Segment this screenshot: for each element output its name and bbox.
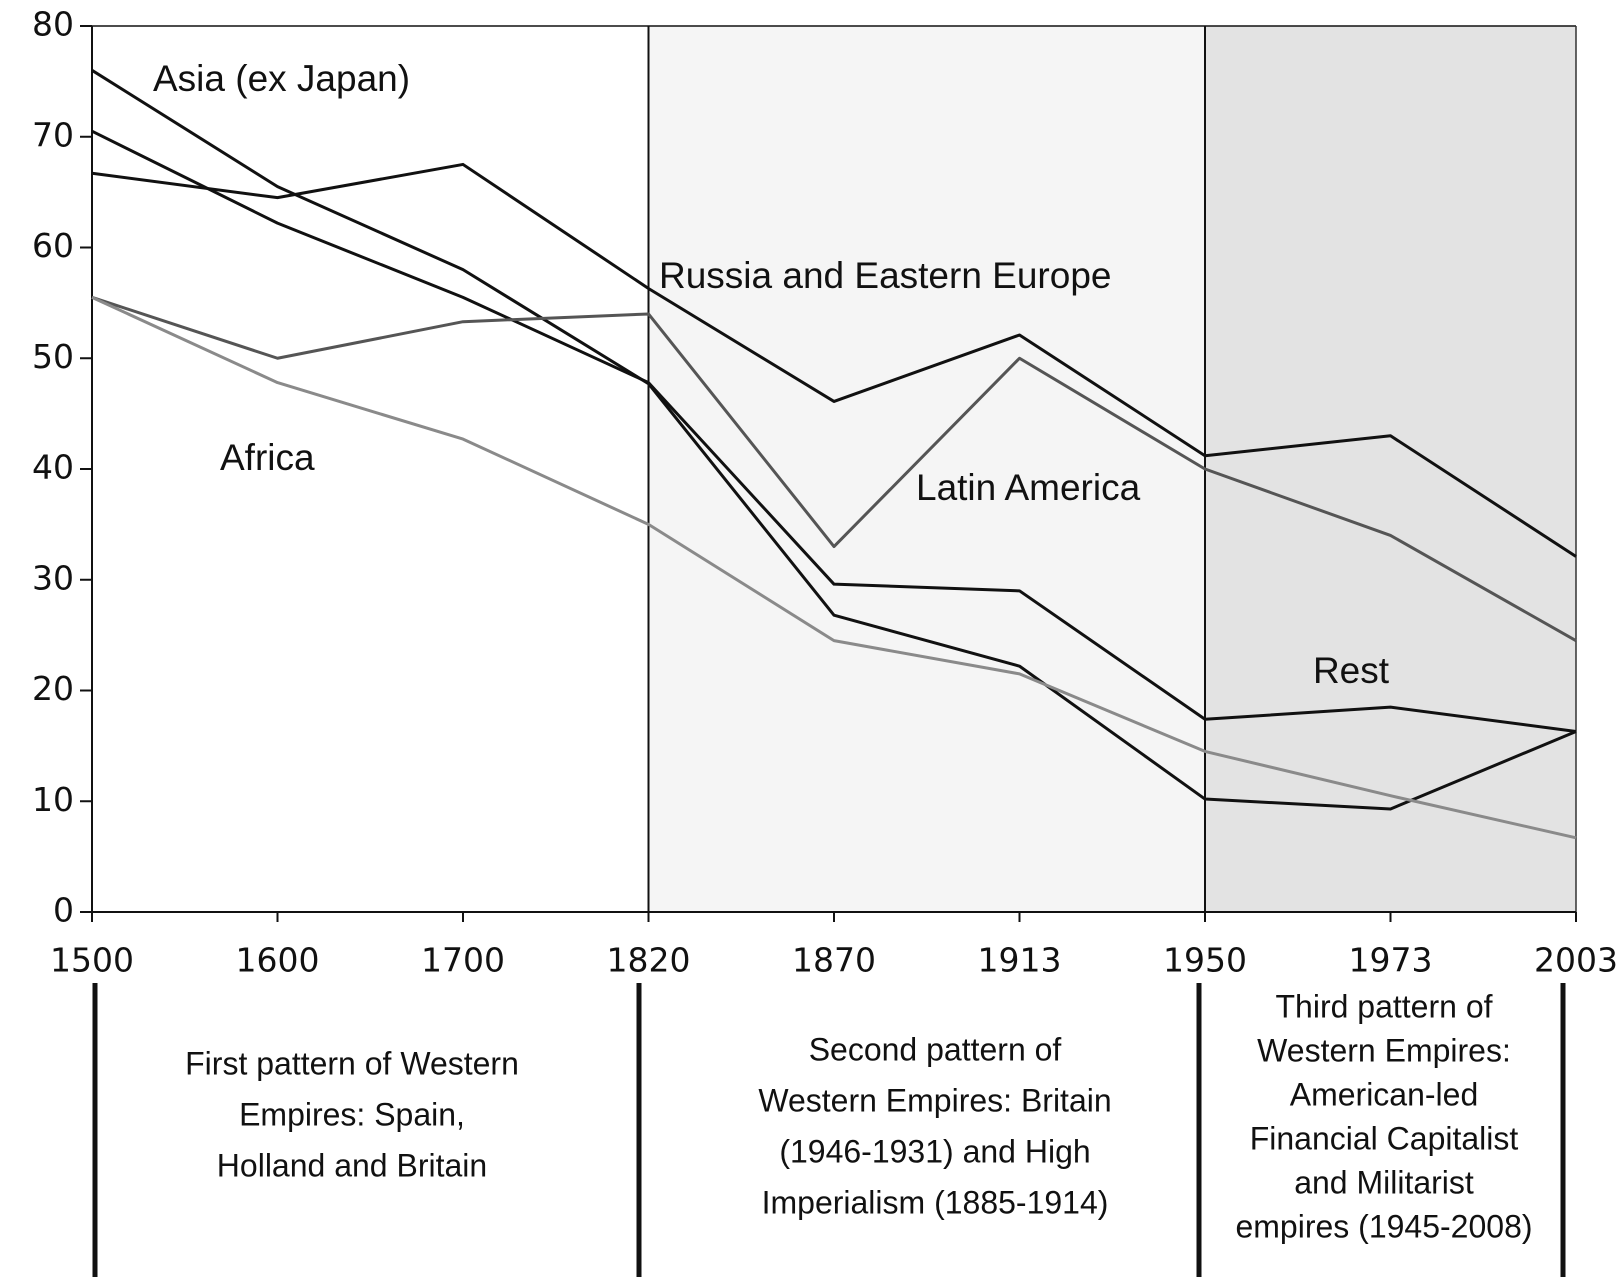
- x-tick-label: 1973: [1349, 941, 1433, 980]
- series-label: Rest: [1313, 650, 1390, 691]
- x-tick-label: 1820: [607, 941, 691, 980]
- period-text: (1946-1931) and High: [779, 1133, 1090, 1169]
- era-shade: [648, 26, 1205, 912]
- series-line: [91, 162, 1577, 558]
- y-tick-label: 50: [32, 337, 74, 376]
- series-line: [91, 295, 1577, 642]
- x-tick-label: 1600: [236, 941, 320, 980]
- period-text: empires (1945-2008): [1235, 1208, 1532, 1244]
- x-tick-label: 1500: [50, 941, 134, 980]
- series-label: Latin America: [916, 467, 1141, 508]
- series-label: Africa: [220, 437, 315, 478]
- y-tick-label: 30: [32, 558, 74, 597]
- series-line: [91, 129, 1577, 733]
- y-tick-label: 70: [32, 115, 74, 154]
- y-tick-label: 0: [53, 891, 74, 930]
- y-tick-label: 10: [32, 780, 74, 819]
- period-text: First pattern of Western: [185, 1045, 519, 1081]
- x-tick-label: 1870: [792, 941, 876, 980]
- x-tick-label: 1950: [1163, 941, 1247, 980]
- y-tick-label: 80: [32, 5, 74, 44]
- period-text: Second pattern of: [809, 1031, 1062, 1067]
- x-tick-label: 1913: [978, 941, 1062, 980]
- period-text: Financial Capitalist: [1250, 1120, 1519, 1156]
- series-label: Russia and Eastern Europe: [659, 255, 1112, 296]
- y-tick-label: 60: [32, 226, 74, 265]
- y-tick-label: 40: [32, 448, 74, 487]
- period-text: Empires: Spain,: [239, 1096, 465, 1132]
- era-shade: [1205, 26, 1576, 912]
- period-text: Imperialism (1885-1914): [762, 1184, 1109, 1220]
- period-text: Holland and Britain: [217, 1147, 487, 1183]
- x-tick-label: 1700: [421, 941, 505, 980]
- period-text: Western Empires: Britain: [758, 1082, 1111, 1118]
- period-text: and Militarist: [1294, 1164, 1474, 1200]
- series-line: [91, 295, 1577, 840]
- period-text: Western Empires:: [1257, 1032, 1511, 1068]
- period-text: Third pattern of: [1276, 988, 1493, 1024]
- x-tick-label: 2003: [1534, 941, 1618, 980]
- series-label: Asia (ex Japan): [153, 58, 410, 99]
- period-text: American-led: [1290, 1076, 1479, 1112]
- y-tick-label: 20: [32, 669, 74, 708]
- series-line: [91, 69, 1577, 811]
